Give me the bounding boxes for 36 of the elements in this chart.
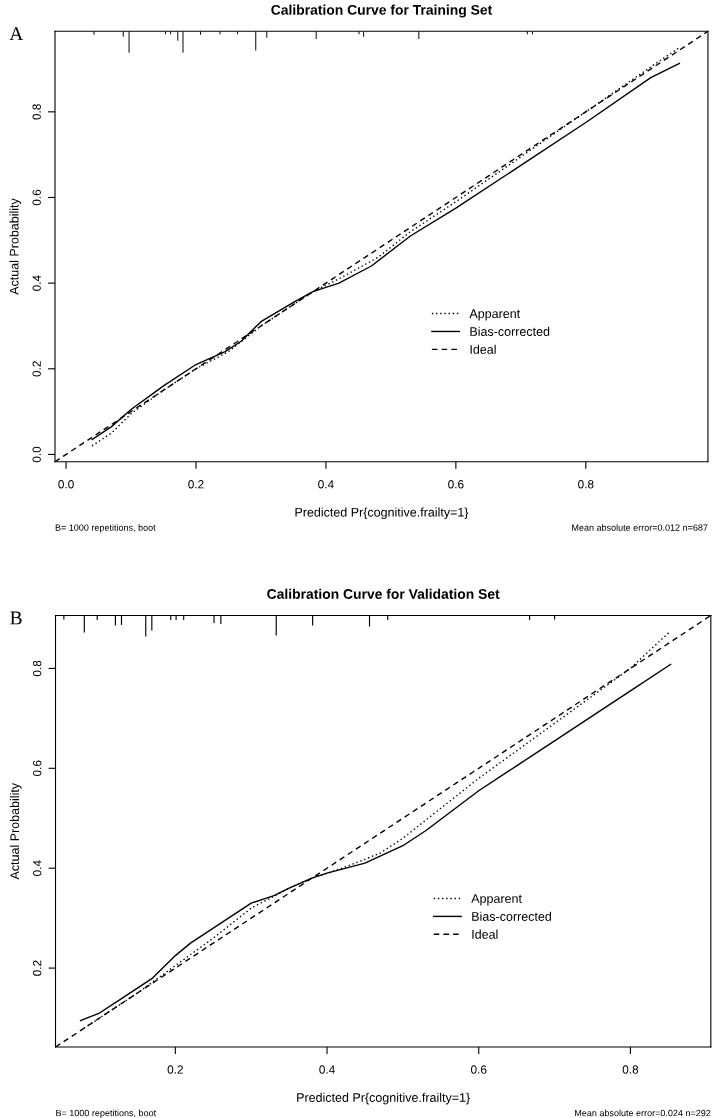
y-tick-label: 0.8 [33, 660, 42, 677]
legend-label: Ideal [472, 929, 498, 939]
chart-title: Calibration Curve for Validation Set [267, 588, 500, 599]
y-tick-label: 0.2 [32, 361, 41, 377]
legend-label: Bias-corrected [472, 911, 552, 921]
legend-label: Apparent [471, 894, 522, 906]
legend-label: Bias-corrected [470, 326, 550, 336]
y-tick-label: 0.0 [32, 446, 41, 463]
x-tick-label: 0.2 [167, 1065, 183, 1074]
y-tick-label: 0.8 [32, 104, 41, 120]
text: B [10, 611, 22, 625]
x-tick-label: 0.4 [319, 1065, 335, 1074]
x-tick-label: 0.6 [470, 1065, 487, 1074]
y-tick-label: 0.4 [33, 860, 42, 876]
y-axis-title: Actual Probability [9, 782, 22, 880]
legend-label: Ideal [470, 344, 496, 354]
x-tick-label: 0.4 [318, 480, 334, 489]
x-tick-label: 0.8 [578, 480, 594, 489]
x-tick-label: 0.2 [188, 480, 204, 489]
text: Mean absolute error=0.024 n=292 [575, 1109, 711, 1117]
x-axis-title: Predicted Pr{cognitive.frailty=1} [295, 507, 469, 520]
y-tick-label: 0.2 [33, 960, 42, 976]
text: Mean absolute error=0.012 n=687 [572, 524, 708, 531]
x-axis-title: Predicted Pr{cognitive.frailty=1} [297, 1092, 470, 1105]
y-axis-title: Actual Probability [9, 198, 22, 295]
x-tick-label: 0.8 [622, 1065, 639, 1074]
y-tick-label: 0.4 [32, 275, 41, 291]
text: B= 1000 repetitions, boot [56, 1109, 157, 1118]
y-tick-label: 0.6 [32, 189, 41, 206]
y-tick-label: 0.6 [33, 760, 42, 777]
x-tick-label: 0.0 [58, 480, 74, 489]
legend-label: Apparent [469, 309, 521, 321]
text: B= 1000 repetitions, boot [55, 524, 156, 533]
x-tick-label: 0.6 [448, 480, 464, 489]
chart-title: Calibration Curve for Training Set [271, 4, 493, 18]
text: A [9, 27, 24, 41]
